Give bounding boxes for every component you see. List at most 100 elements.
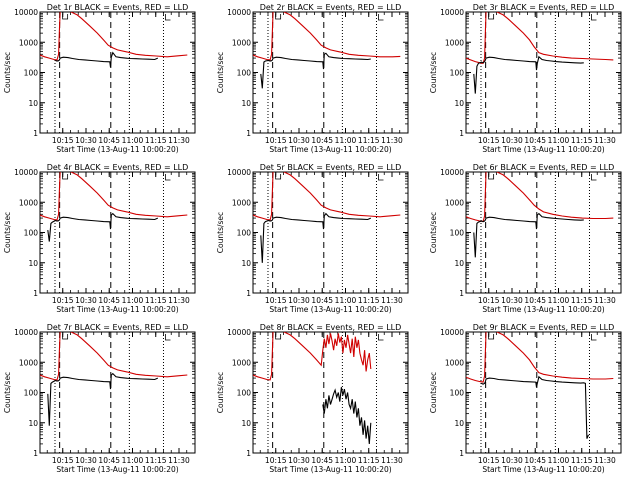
interval-bracket-marker: [165, 174, 171, 181]
x-tick-label: 10:30: [288, 296, 310, 305]
x-tick-label: 11:00: [122, 456, 144, 465]
interval-bracket-marker: [378, 174, 384, 181]
y-tick-label: 1000: [445, 198, 464, 207]
x-axis-label: Start Time (13-Aug-11 10:00:20): [482, 305, 604, 314]
y-tick-label: 10: [28, 259, 38, 268]
plot-frame: [465, 331, 622, 454]
x-tick-label: 11:30: [381, 296, 403, 305]
x-tick-label: 10:30: [501, 296, 523, 305]
y-tick-label: 1000: [19, 38, 38, 47]
y-axis-label: Counts/sec: [429, 52, 438, 93]
x-tick-label: 10:15: [265, 136, 287, 145]
x-tick-label: 10:15: [52, 456, 74, 465]
plot-frame: [39, 331, 196, 454]
x-tick-label: 10:15: [52, 296, 74, 305]
y-tick-label: 10: [454, 419, 464, 428]
x-tick-label: 11:30: [381, 136, 403, 145]
x-tick-label: 11:30: [594, 456, 616, 465]
x-tick-label: 11:15: [358, 456, 380, 465]
y-tick-label: 100: [24, 229, 39, 238]
lld-series-line: [40, 172, 188, 221]
x-axis-label: Start Time (13-Aug-11 10:00:20): [56, 465, 178, 474]
y-tick-label: 1000: [445, 38, 464, 47]
y-tick-label: 100: [24, 389, 39, 398]
x-axis-label: Start Time (13-Aug-11 10:00:20): [269, 465, 391, 474]
events-series-line: [47, 212, 159, 242]
x-tick-label: 11:00: [548, 136, 570, 145]
x-axis-label: Start Time (13-Aug-11 10:00:20): [269, 145, 391, 154]
x-tick-label: 10:45: [524, 456, 546, 465]
x-tick-label: 10:30: [75, 136, 97, 145]
y-axis-label: Counts/sec: [216, 212, 225, 253]
interval-bracket-marker: [488, 174, 495, 180]
panel-title: Det 3r BLACK = Events, RED = LLD: [473, 3, 615, 12]
y-axis-label: Counts/sec: [429, 372, 438, 413]
panel-title: Det 5r BLACK = Events, RED = LLD: [260, 163, 402, 172]
events-series-line: [322, 387, 372, 444]
x-tick-label: 10:15: [478, 136, 500, 145]
y-tick-label: 100: [450, 229, 465, 238]
interval-bracket-marker: [62, 14, 69, 20]
x-tick-label: 10:45: [311, 456, 333, 465]
events-series-line: [473, 55, 584, 94]
x-tick-label: 10:15: [265, 296, 287, 305]
x-tick-label: 11:30: [381, 456, 403, 465]
y-tick-label: 1000: [232, 38, 251, 47]
x-tick-label: 11:30: [168, 136, 190, 145]
y-tick-label: 10: [28, 419, 38, 428]
y-tick-label: 1: [459, 129, 464, 138]
panel-title: Det 4r BLACK = Events, RED = LLD: [47, 163, 189, 172]
panel-title: Det 7r BLACK = Events, RED = LLD: [47, 323, 189, 332]
interval-bracket-marker: [275, 14, 282, 20]
x-tick-label: 11:00: [122, 296, 144, 305]
y-axis-label: Counts/sec: [216, 52, 225, 93]
x-tick-label: 11:15: [145, 456, 167, 465]
x-tick-label: 11:30: [168, 456, 190, 465]
y-tick-label: 1: [459, 289, 464, 298]
plot-frame: [39, 11, 196, 134]
x-axis-label: Start Time (13-Aug-11 10:00:20): [56, 145, 178, 154]
x-tick-label: 11:30: [594, 136, 616, 145]
panel-det-3: Det 3r BLACK = Events, RED = LLD 1 10 100 10…: [429, 3, 622, 154]
x-tick-label: 11:15: [358, 296, 380, 305]
y-tick-label: 10000: [440, 8, 464, 17]
x-tick-label: 10:30: [75, 456, 97, 465]
y-tick-label: 100: [450, 69, 465, 78]
x-tick-label: 10:30: [288, 136, 310, 145]
panel-det-2: Det 2r BLACK = Events, RED = LLD 1 10 100 10…: [216, 3, 409, 154]
x-axis-label: Start Time (13-Aug-11 10:00:20): [482, 145, 604, 154]
y-tick-label: 1: [246, 289, 251, 298]
panel-title: Det 1r BLACK = Events, RED = LLD: [47, 3, 189, 12]
y-tick-label: 1000: [445, 358, 464, 367]
panel-det-1: Det 1r BLACK = Events, RED = LLD 1 10 100 10…: [3, 3, 196, 154]
y-tick-label: 10000: [227, 328, 251, 337]
panel-title: Det 2r BLACK = Events, RED = LLD: [260, 3, 402, 12]
y-tick-label: 10000: [14, 328, 38, 337]
events-series-line: [55, 51, 159, 68]
x-tick-label: 11:15: [145, 136, 167, 145]
y-tick-label: 1000: [19, 358, 38, 367]
y-tick-label: 100: [24, 69, 39, 78]
plot-frame: [39, 171, 196, 294]
lld-series-line: [253, 12, 401, 61]
plot-frame: [252, 331, 409, 454]
panel-title: Det 8r BLACK = Events, RED = LLD: [260, 323, 402, 332]
y-tick-label: 1000: [232, 358, 251, 367]
y-tick-label: 10: [241, 419, 251, 428]
y-tick-label: 10: [454, 259, 464, 268]
x-tick-label: 10:30: [501, 136, 523, 145]
x-tick-label: 10:45: [524, 136, 546, 145]
y-tick-label: 10: [241, 99, 251, 108]
x-tick-label: 10:45: [98, 296, 120, 305]
y-tick-label: 100: [237, 389, 252, 398]
x-tick-label: 10:15: [52, 136, 74, 145]
y-axis-label: Counts/sec: [3, 212, 12, 253]
panel-det-5: Det 5r BLACK = Events, RED = LLD 1 10 100 10…: [216, 163, 409, 314]
y-tick-label: 100: [450, 389, 465, 398]
x-tick-label: 11:15: [571, 456, 593, 465]
interval-bracket-marker: [62, 334, 69, 340]
events-series-line: [260, 212, 372, 263]
x-tick-label: 11:15: [358, 136, 380, 145]
y-tick-label: 10000: [227, 8, 251, 17]
